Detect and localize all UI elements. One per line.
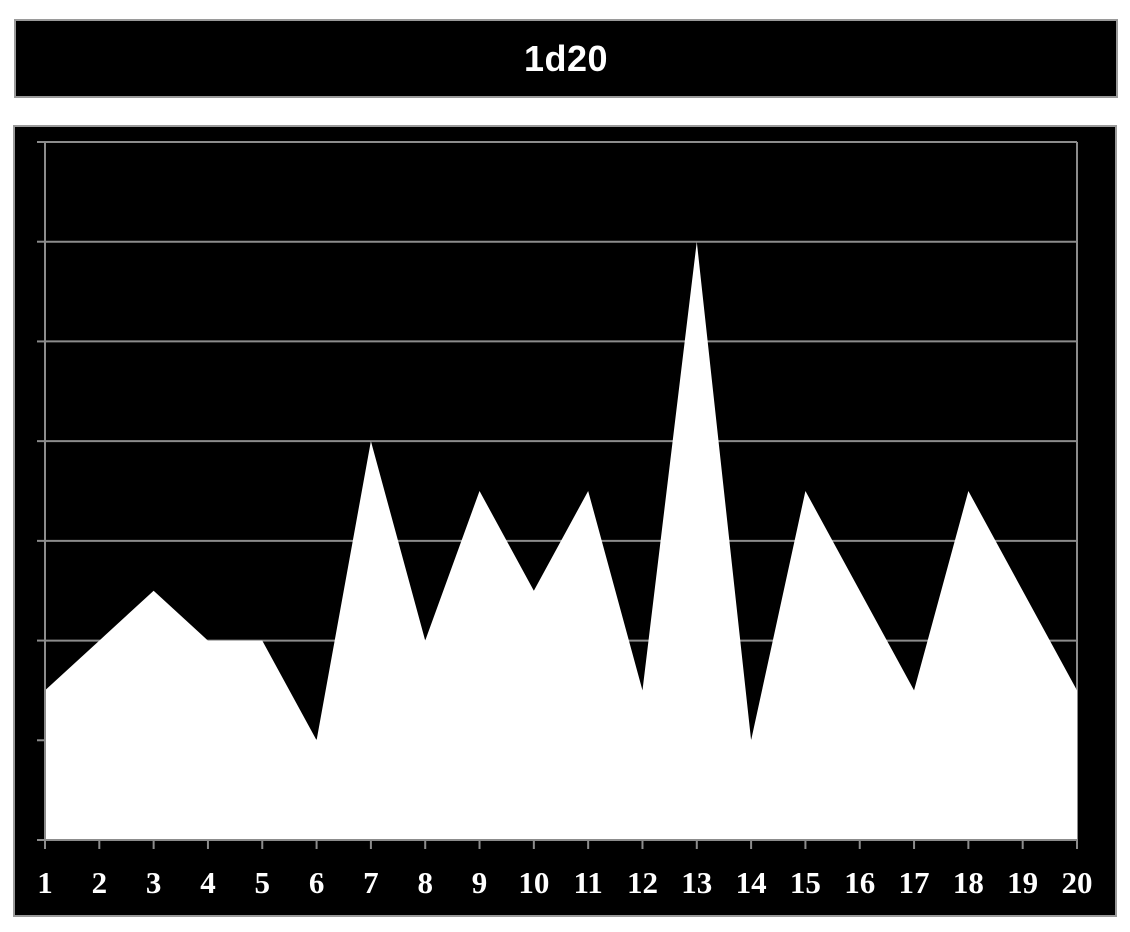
x-tick-label: 6	[309, 865, 325, 900]
chart-title: 1d20	[523, 37, 609, 79]
x-tick-label: 19	[1007, 865, 1038, 900]
area-layer	[44, 241, 1078, 840]
x-tick-label: 18	[953, 865, 984, 900]
x-tick-label: 1	[37, 865, 53, 900]
x-tick-label: 20	[1062, 865, 1093, 900]
x-tick-label: 4	[200, 865, 216, 900]
x-tick-label: 5	[255, 865, 271, 900]
x-tick-label: 14	[736, 865, 767, 900]
x-tick-label: 17	[899, 865, 930, 900]
x-tick-label: 8	[417, 865, 433, 900]
chart-title-bar: 1d20	[14, 19, 1118, 98]
x-tick-label: 10	[518, 865, 549, 900]
x-tick-label: 3	[146, 865, 162, 900]
x-tick-labels: 1 2 3 4 5 6 7 8 9 10 11 12 13 14 15 16 17 18 19 20	[37, 865, 1092, 900]
x-tick-label: 13	[681, 865, 712, 900]
area-series	[45, 241, 1077, 840]
x-tick-label: 12	[627, 865, 658, 900]
x-tick-label: 9	[472, 865, 488, 900]
x-tick-label: 11	[574, 865, 603, 900]
x-tick-label: 2	[92, 865, 108, 900]
x-tick-label: 15	[790, 865, 821, 900]
axis-layer	[37, 142, 1078, 849]
x-tick-label: 7	[363, 865, 379, 900]
x-tick-label: 16	[844, 865, 875, 900]
